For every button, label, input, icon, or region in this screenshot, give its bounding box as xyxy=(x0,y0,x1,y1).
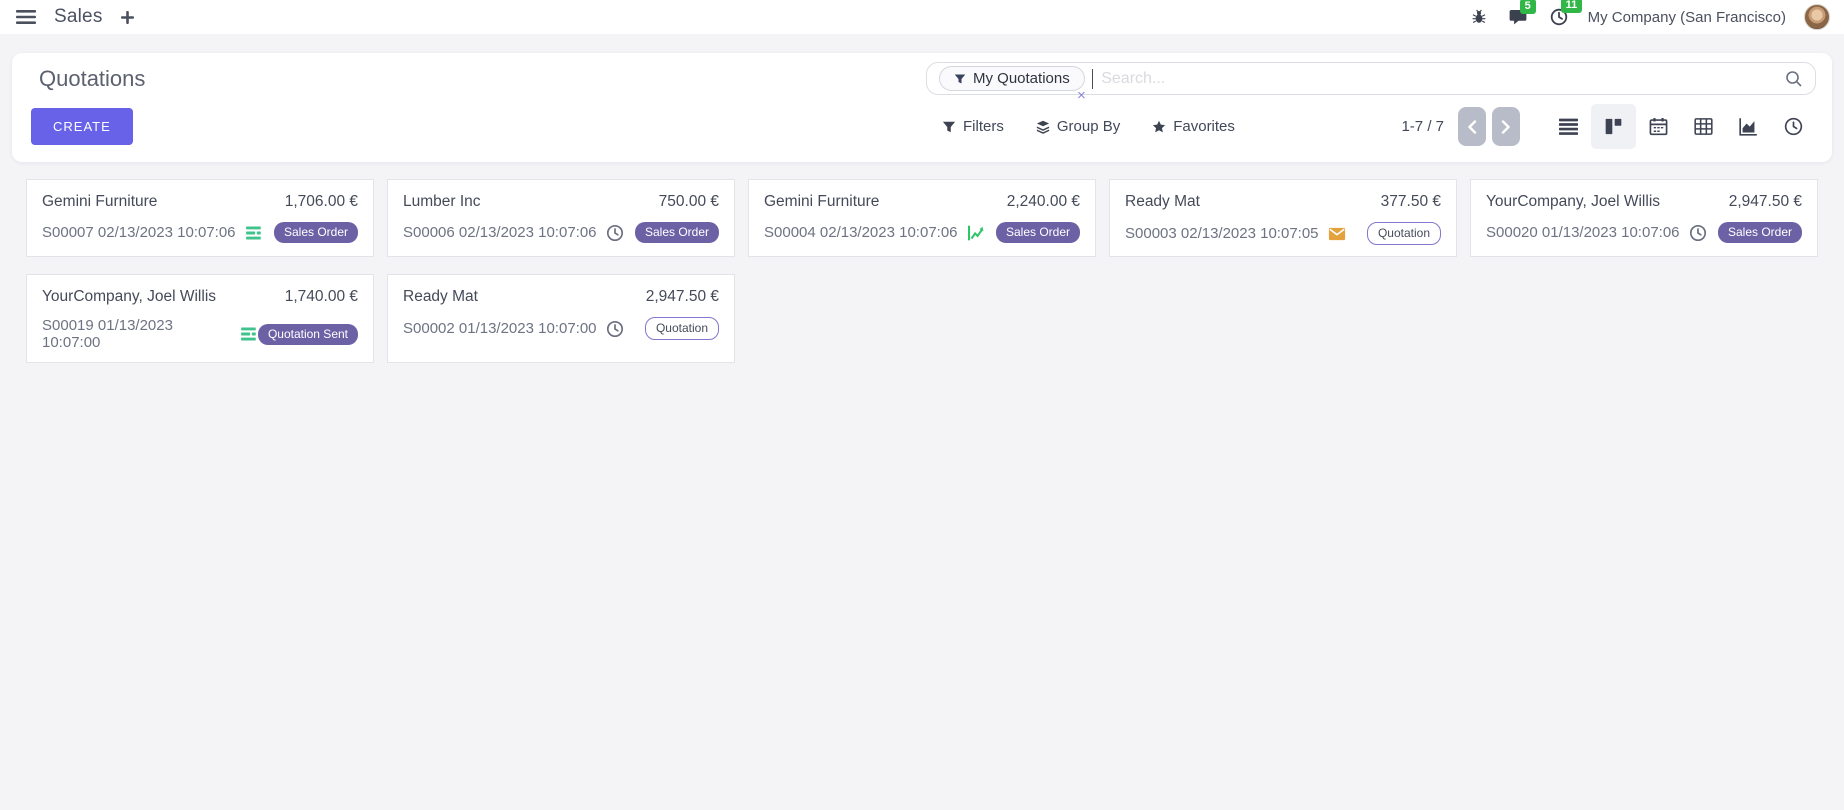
search-icon[interactable] xyxy=(1785,70,1803,88)
calendar-view-icon[interactable] xyxy=(1636,104,1681,149)
order-reference: S00020 01/13/2023 10:07:06 xyxy=(1486,224,1680,241)
kanban-card[interactable]: Gemini Furniture 2,240.00 € S00004 02/13… xyxy=(748,179,1096,257)
create-button[interactable]: CREATE xyxy=(31,108,133,145)
tasks-icon[interactable] xyxy=(240,325,258,343)
list-view-icon[interactable] xyxy=(1546,104,1591,149)
status-badge: Quotation xyxy=(644,317,719,340)
search-input[interactable] xyxy=(1093,69,1785,88)
filters-button[interactable]: Filters xyxy=(926,110,1020,143)
page-title: Quotations xyxy=(39,66,146,91)
status-badge: Sales Order xyxy=(1717,222,1802,243)
order-amount: 2,947.50 € xyxy=(645,288,719,305)
clock-icon[interactable] xyxy=(606,320,624,338)
activities-count-badge: 11 xyxy=(1560,0,1583,13)
chart-increase-icon[interactable] xyxy=(967,224,985,242)
tasks-icon[interactable] xyxy=(245,224,263,242)
group-by-label: Group By xyxy=(1056,118,1121,135)
kanban-card[interactable]: Gemini Furniture 1,706.00 € S00007 02/13… xyxy=(26,179,374,257)
envelope-icon[interactable] xyxy=(1328,225,1346,243)
order-amount: 750.00 € xyxy=(658,193,719,210)
bug-icon[interactable] xyxy=(1469,7,1489,27)
order-amount: 1,740.00 € xyxy=(284,288,358,305)
clock-icon[interactable] xyxy=(1689,224,1707,242)
facet-remove-button[interactable]: × xyxy=(1077,87,1086,104)
order-reference: S00002 01/13/2023 10:07:00 xyxy=(403,320,597,337)
status-badge: Sales Order xyxy=(634,222,719,243)
order-reference: S00019 01/13/2023 10:07:00 xyxy=(42,317,173,351)
text-caret xyxy=(1091,68,1094,89)
order-amount: 2,947.50 € xyxy=(1728,193,1802,210)
star-icon xyxy=(1153,120,1166,132)
view-switcher xyxy=(1546,104,1816,149)
app-name: Sales xyxy=(54,6,103,27)
activity-clock-icon[interactable]: 11 xyxy=(1548,0,1583,28)
messages-icon[interactable]: 5 xyxy=(1507,0,1536,28)
company-switcher[interactable]: My Company (San Francisco) xyxy=(1587,8,1786,26)
status-badge: Sales Order xyxy=(995,222,1080,243)
customer-name: Gemini Furniture xyxy=(764,193,880,210)
kanban-card[interactable]: Lumber Inc 750.00 € S00006 02/13/2023 10… xyxy=(387,179,735,257)
pivot-view-icon[interactable] xyxy=(1681,104,1726,149)
customer-name: Ready Mat xyxy=(1125,193,1200,210)
filter-icon xyxy=(942,121,956,132)
chevron-right-icon[interactable] xyxy=(1492,107,1520,146)
order-reference: S00007 02/13/2023 10:07:06 xyxy=(42,224,236,241)
kanban-card[interactable]: YourCompany, Joel Willis 2,947.50 € S000… xyxy=(1470,179,1818,257)
kanban-card[interactable]: YourCompany, Joel Willis 1,740.00 € S000… xyxy=(26,274,374,363)
order-amount: 377.50 € xyxy=(1380,193,1441,210)
customer-name: Gemini Furniture xyxy=(42,193,158,210)
order-reference: S00004 02/13/2023 10:07:06 xyxy=(764,224,958,241)
control-panel: Quotations My Quotations × CREATE Filter… xyxy=(12,53,1832,162)
order-amount: 2,240.00 € xyxy=(1006,193,1080,210)
group-by-button[interactable]: Group By xyxy=(1020,110,1136,143)
clock-icon[interactable] xyxy=(606,224,624,242)
activity-view-icon[interactable] xyxy=(1771,104,1816,149)
search-facet[interactable]: My Quotations xyxy=(939,66,1085,91)
customer-name: Lumber Inc xyxy=(403,193,481,210)
kanban-view-icon[interactable] xyxy=(1591,104,1636,149)
filter-icon xyxy=(954,74,966,83)
customer-name: YourCompany, Joel Willis xyxy=(1486,193,1661,210)
search-bar[interactable]: My Quotations × xyxy=(926,62,1816,103)
pager-text: 1-7 / 7 xyxy=(1401,118,1444,135)
status-badge: Quotation Sent xyxy=(257,323,358,345)
chevron-left-icon[interactable] xyxy=(1458,107,1486,146)
messages-count-badge: 5 xyxy=(1519,0,1536,14)
customer-name: YourCompany, Joel Willis xyxy=(42,288,217,305)
order-reference: S00006 02/13/2023 10:07:06 xyxy=(403,224,597,241)
kanban-card[interactable]: Ready Mat 2,947.50 € S00002 01/13/2023 1… xyxy=(387,274,735,363)
filters-label: Filters xyxy=(963,118,1004,135)
top-navbar: Sales 5 11 My Company (San Francisco) xyxy=(0,0,1844,34)
customer-name: Ready Mat xyxy=(403,288,478,305)
order-amount: 1,706.00 € xyxy=(284,193,358,210)
favorites-label: Favorites xyxy=(1173,118,1235,135)
graph-view-icon[interactable] xyxy=(1726,104,1771,149)
kanban-grid: Gemini Furniture 1,706.00 € S00007 02/13… xyxy=(0,162,1844,380)
favorites-button[interactable]: Favorites xyxy=(1136,110,1251,143)
kanban-card[interactable]: Ready Mat 377.50 € S00003 02/13/2023 10:… xyxy=(1109,179,1457,257)
order-reference: S00003 02/13/2023 10:07:05 xyxy=(1125,225,1319,242)
status-badge: Sales Order xyxy=(273,222,358,243)
layers-icon xyxy=(1036,120,1049,134)
avatar[interactable] xyxy=(1804,4,1830,30)
search-facet-label: My Quotations xyxy=(973,70,1070,87)
status-badge: Quotation xyxy=(1366,222,1441,245)
plus-icon[interactable] xyxy=(119,9,136,26)
menu-icon[interactable] xyxy=(14,7,38,27)
